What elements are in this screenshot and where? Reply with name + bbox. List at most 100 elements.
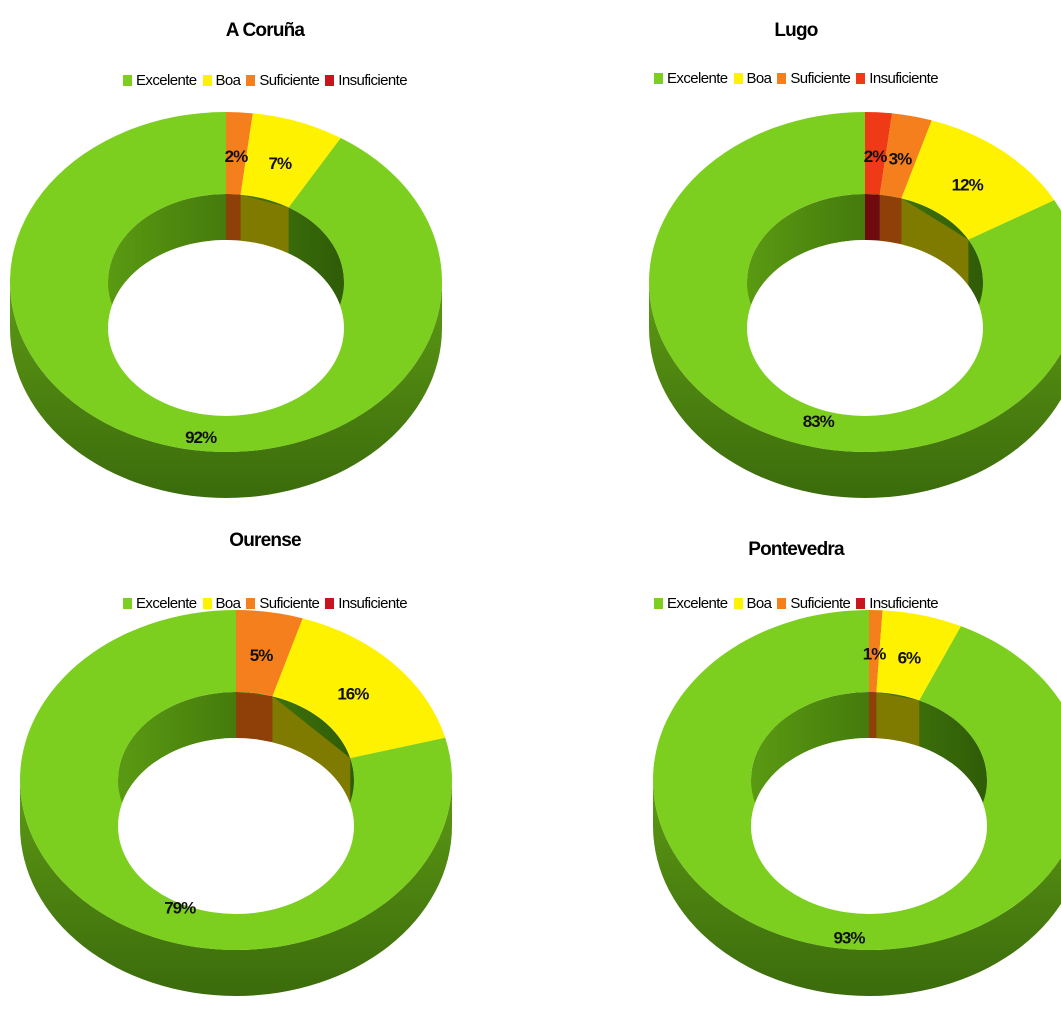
donut-slice-boa — [901, 120, 1055, 240]
donut-slice-suficiente — [879, 113, 932, 199]
legend-entry: Insuficiente — [856, 595, 939, 612]
donut-slice-suficiente — [226, 112, 253, 195]
legend-entry: Excelente — [654, 595, 728, 612]
donut-hole — [118, 738, 354, 914]
data-label: 79% — [164, 898, 196, 917]
legend-label: Insuficiente — [869, 595, 938, 612]
legend-swatch — [777, 598, 787, 609]
legend-label: Boa — [215, 595, 241, 612]
legend-swatch — [202, 75, 212, 86]
legend-label: Excelente — [136, 595, 197, 612]
chart-panel-3: Pontevedra Excelente Boa Suficiente Insufici… — [531, 507, 1061, 1014]
donut-chart: 2% 7% 92% — [10, 112, 443, 498]
legend-swatch — [123, 75, 133, 86]
donut-hole — [108, 240, 344, 416]
chart-panel-1: Lugo Excelente Boa Suficiente Insuficiente 2%… — [531, 0, 1061, 507]
legend-entry: Boa — [202, 595, 241, 612]
slice-inner-wall — [226, 194, 241, 241]
legend-swatch — [246, 598, 256, 609]
legend-entry: Excelente — [123, 595, 197, 612]
chart-legend: Excelente Boa Suficiente Insuficiente — [531, 70, 1061, 87]
donut-slice-insuficiente — [865, 112, 893, 195]
data-label: 93% — [833, 928, 865, 947]
chart-legend: Excelente Boa Suficiente Insuficiente — [531, 595, 1061, 612]
legend-entry: Excelente — [123, 72, 197, 89]
legend-entry: Excelente — [654, 70, 728, 87]
legend-swatch — [654, 73, 664, 84]
data-label: 92% — [185, 428, 217, 447]
legend-label: Insuficiente — [338, 72, 407, 89]
chart-title: Lugo — [774, 20, 818, 41]
slice-inner-wall — [240, 194, 289, 254]
legend-entry: Insuficiente — [325, 595, 408, 612]
data-label: 2% — [864, 147, 887, 166]
donut-slice-boa — [876, 610, 961, 701]
legend-swatch — [733, 73, 743, 84]
legend-label: Excelente — [136, 72, 197, 89]
donut-slice-suficiente — [869, 610, 883, 693]
chart-title: Pontevedra — [748, 539, 844, 560]
legend-swatch — [246, 75, 256, 86]
legend-swatch — [325, 75, 335, 86]
legend-swatch — [325, 598, 335, 609]
donut-outer-wall — [649, 282, 1061, 498]
donut-slice-excelente — [10, 112, 443, 452]
slice-inner-wall — [869, 692, 877, 739]
chart-panel-0: A Coruña Excelente Boa Suficiente Insuficien… — [0, 0, 530, 507]
donut-chart: 1% 6% 93% — [653, 610, 1061, 996]
data-label: 3% — [889, 150, 912, 169]
donut-hole — [751, 738, 987, 914]
slice-inner-wall — [236, 692, 273, 743]
legend-label: Suficiente — [259, 72, 320, 89]
legend-entry: Suficiente — [246, 595, 320, 612]
legend-entry: Insuficiente — [325, 72, 408, 89]
donut-chart: 5% 16% 79% — [20, 610, 452, 996]
legend-entry: Suficiente — [777, 595, 851, 612]
legend-label: Boa — [215, 72, 241, 89]
donut-hole — [747, 240, 983, 416]
donut-outer-wall — [20, 780, 452, 996]
legend-label: Suficiente — [790, 595, 851, 612]
donut-inner-wall — [751, 692, 987, 826]
chart-panel-2: Ourense Excelente Boa Suficiente Insuficient… — [0, 507, 530, 1014]
legend-entry: Suficiente — [246, 72, 320, 89]
chart-legend: Excelente Boa Suficiente Insuficiente — [0, 595, 530, 612]
data-label: 1% — [863, 645, 886, 664]
legend-label: Insuficiente — [338, 595, 407, 612]
legend-label: Excelente — [667, 595, 728, 612]
donut-slice-excelente — [20, 610, 452, 950]
slice-inner-wall — [865, 194, 880, 241]
legend-label: Suficiente — [259, 595, 320, 612]
legend-label: Boa — [746, 70, 772, 87]
legend-swatch — [856, 73, 866, 84]
legend-label: Insuficiente — [869, 70, 938, 87]
data-label: 16% — [337, 684, 369, 703]
slice-inner-wall — [901, 198, 969, 286]
legend-entry: Boa — [202, 72, 241, 89]
slice-inner-wall — [879, 194, 902, 245]
legend-entry: Insuficiente — [856, 70, 939, 87]
donut-slice-suficiente — [236, 610, 303, 697]
legend-swatch — [123, 598, 133, 609]
slice-inner-wall — [876, 692, 920, 747]
data-label: 6% — [898, 649, 921, 668]
legend-entry: Boa — [733, 70, 772, 87]
data-label: 83% — [803, 412, 835, 431]
legend-swatch — [777, 73, 787, 84]
legend-swatch — [856, 598, 866, 609]
legend-label: Excelente — [667, 70, 728, 87]
chart-title: A Coruña — [225, 20, 305, 41]
chart-title: Ourense — [229, 530, 301, 551]
legend-label: Boa — [746, 595, 772, 612]
legend-entry: Boa — [733, 595, 772, 612]
legend-swatch — [654, 598, 664, 609]
donut-chart: 2% 3% 12% 83% — [649, 112, 1061, 498]
legend-entry: Suficiente — [777, 70, 851, 87]
legend-swatch — [733, 598, 743, 609]
donut-outer-wall — [653, 780, 1061, 996]
data-label: 7% — [269, 154, 292, 173]
data-label: 12% — [952, 176, 984, 195]
data-label: 2% — [225, 147, 248, 166]
chart-legend: Excelente Boa Suficiente Insuficiente — [0, 72, 530, 89]
